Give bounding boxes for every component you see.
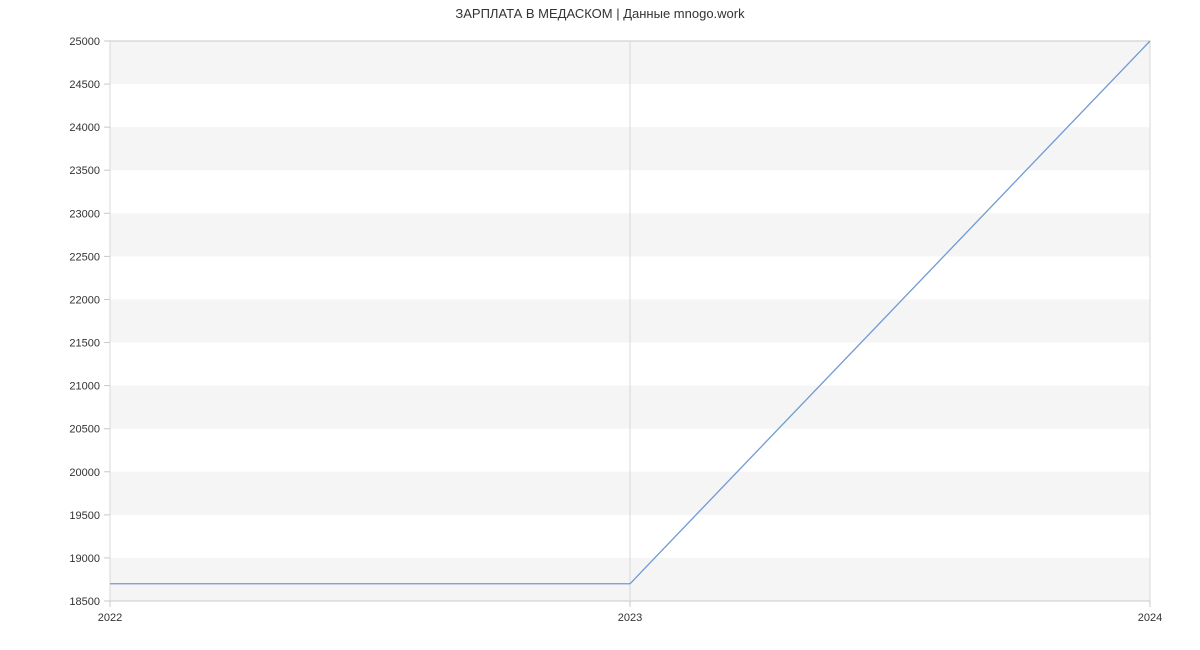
y-tick-label: 24000: [69, 122, 100, 134]
y-tick-label: 24500: [69, 79, 100, 91]
y-tick-label: 23000: [69, 208, 100, 220]
y-tick-label: 22000: [69, 294, 100, 306]
chart-title: ЗАРПЛАТА В МЕДАСКОМ | Данные mnogo.work: [0, 0, 1200, 21]
x-tick-label: 2023: [618, 612, 642, 624]
chart-container: 18500 19000 19500 20000 20500 21000 21500 22000…: [0, 21, 1200, 643]
x-tick-label: 2022: [98, 612, 122, 624]
x-tick-label: 2024: [1138, 612, 1162, 624]
y-tick-label: 22500: [69, 251, 100, 263]
y-tick-label: 21000: [69, 381, 100, 393]
line-chart: 18500 19000 19500 20000 20500 21000 21500 22000…: [0, 21, 1200, 643]
y-tick-label: 18500: [69, 596, 100, 608]
y-tick-label: 19000: [69, 553, 100, 565]
y-tick-label: 25000: [69, 36, 100, 48]
y-tick-label: 20500: [69, 424, 100, 436]
y-tick-label: 23500: [69, 165, 100, 177]
y-tick-label: 20000: [69, 467, 100, 479]
y-tick-label: 21500: [69, 338, 100, 350]
y-tick-label: 19500: [69, 510, 100, 522]
